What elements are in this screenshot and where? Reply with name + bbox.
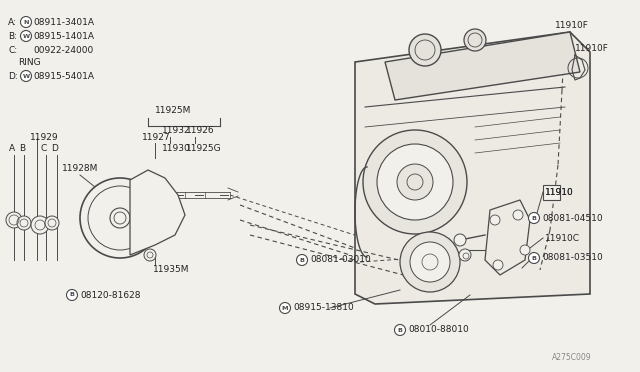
Text: 11925G: 11925G [186, 144, 221, 153]
Text: 11910C: 11910C [545, 234, 580, 243]
Circle shape [493, 260, 503, 270]
Polygon shape [485, 200, 530, 275]
Text: A: A [9, 144, 15, 153]
Circle shape [144, 249, 156, 261]
Circle shape [529, 253, 540, 263]
Circle shape [20, 31, 31, 42]
Text: 11910F: 11910F [575, 44, 609, 52]
Text: B:: B: [8, 32, 17, 41]
Circle shape [400, 232, 460, 292]
Text: 11929: 11929 [30, 132, 59, 141]
Circle shape [6, 212, 22, 228]
Text: W: W [22, 33, 29, 38]
Text: 08081-04510: 08081-04510 [542, 214, 603, 222]
Circle shape [363, 130, 467, 234]
Polygon shape [355, 32, 590, 304]
Polygon shape [543, 185, 560, 200]
Text: 08915-13810: 08915-13810 [293, 304, 354, 312]
Circle shape [409, 34, 441, 66]
Text: C: C [41, 144, 47, 153]
Text: B: B [300, 257, 305, 263]
Circle shape [520, 245, 530, 255]
Text: 08081-03510: 08081-03510 [542, 253, 603, 263]
Text: A275C009: A275C009 [552, 353, 591, 362]
Text: 08120-81628: 08120-81628 [80, 291, 141, 299]
Circle shape [280, 302, 291, 314]
Circle shape [296, 254, 307, 266]
Polygon shape [130, 170, 185, 255]
Text: W: W [22, 74, 29, 78]
Circle shape [410, 242, 450, 282]
Text: 08081-03010: 08081-03010 [310, 256, 371, 264]
Text: 00922-24000: 00922-24000 [33, 45, 93, 55]
Circle shape [454, 234, 466, 246]
Circle shape [20, 16, 31, 28]
Circle shape [80, 178, 160, 258]
Text: 11935M: 11935M [153, 266, 189, 275]
Text: D: D [52, 144, 58, 153]
Circle shape [394, 324, 406, 336]
Text: 11910F: 11910F [555, 20, 589, 29]
Circle shape [17, 216, 31, 230]
Text: B: B [531, 215, 536, 221]
Text: 11926: 11926 [186, 125, 214, 135]
Text: RING: RING [18, 58, 40, 67]
Text: 11910: 11910 [545, 187, 573, 196]
Text: C:: C: [8, 45, 17, 55]
Circle shape [20, 71, 31, 81]
Text: 11925M: 11925M [155, 106, 191, 115]
Text: B: B [70, 292, 74, 298]
Text: M: M [282, 305, 288, 311]
Text: 11930: 11930 [162, 144, 191, 153]
Text: D:: D: [8, 71, 18, 80]
Circle shape [31, 216, 49, 234]
Circle shape [45, 216, 59, 230]
Text: 08010-88010: 08010-88010 [408, 326, 468, 334]
Text: 11928M: 11928M [62, 164, 99, 173]
Text: 11910: 11910 [545, 187, 573, 196]
Text: 08915-1401A: 08915-1401A [33, 32, 94, 41]
Circle shape [459, 249, 471, 261]
Text: 11932: 11932 [162, 125, 191, 135]
Text: N: N [23, 19, 29, 25]
Circle shape [377, 144, 453, 220]
Circle shape [110, 208, 130, 228]
Text: B: B [531, 256, 536, 260]
Text: 11927: 11927 [142, 132, 171, 141]
Text: B: B [19, 144, 25, 153]
Text: 08915-5401A: 08915-5401A [33, 71, 94, 80]
Circle shape [529, 212, 540, 224]
Text: B: B [397, 327, 403, 333]
Circle shape [464, 29, 486, 51]
Circle shape [513, 210, 523, 220]
Polygon shape [385, 32, 580, 100]
Circle shape [67, 289, 77, 301]
Text: A:: A: [8, 17, 17, 26]
Circle shape [490, 215, 500, 225]
Circle shape [397, 164, 433, 200]
Text: 08911-3401A: 08911-3401A [33, 17, 94, 26]
